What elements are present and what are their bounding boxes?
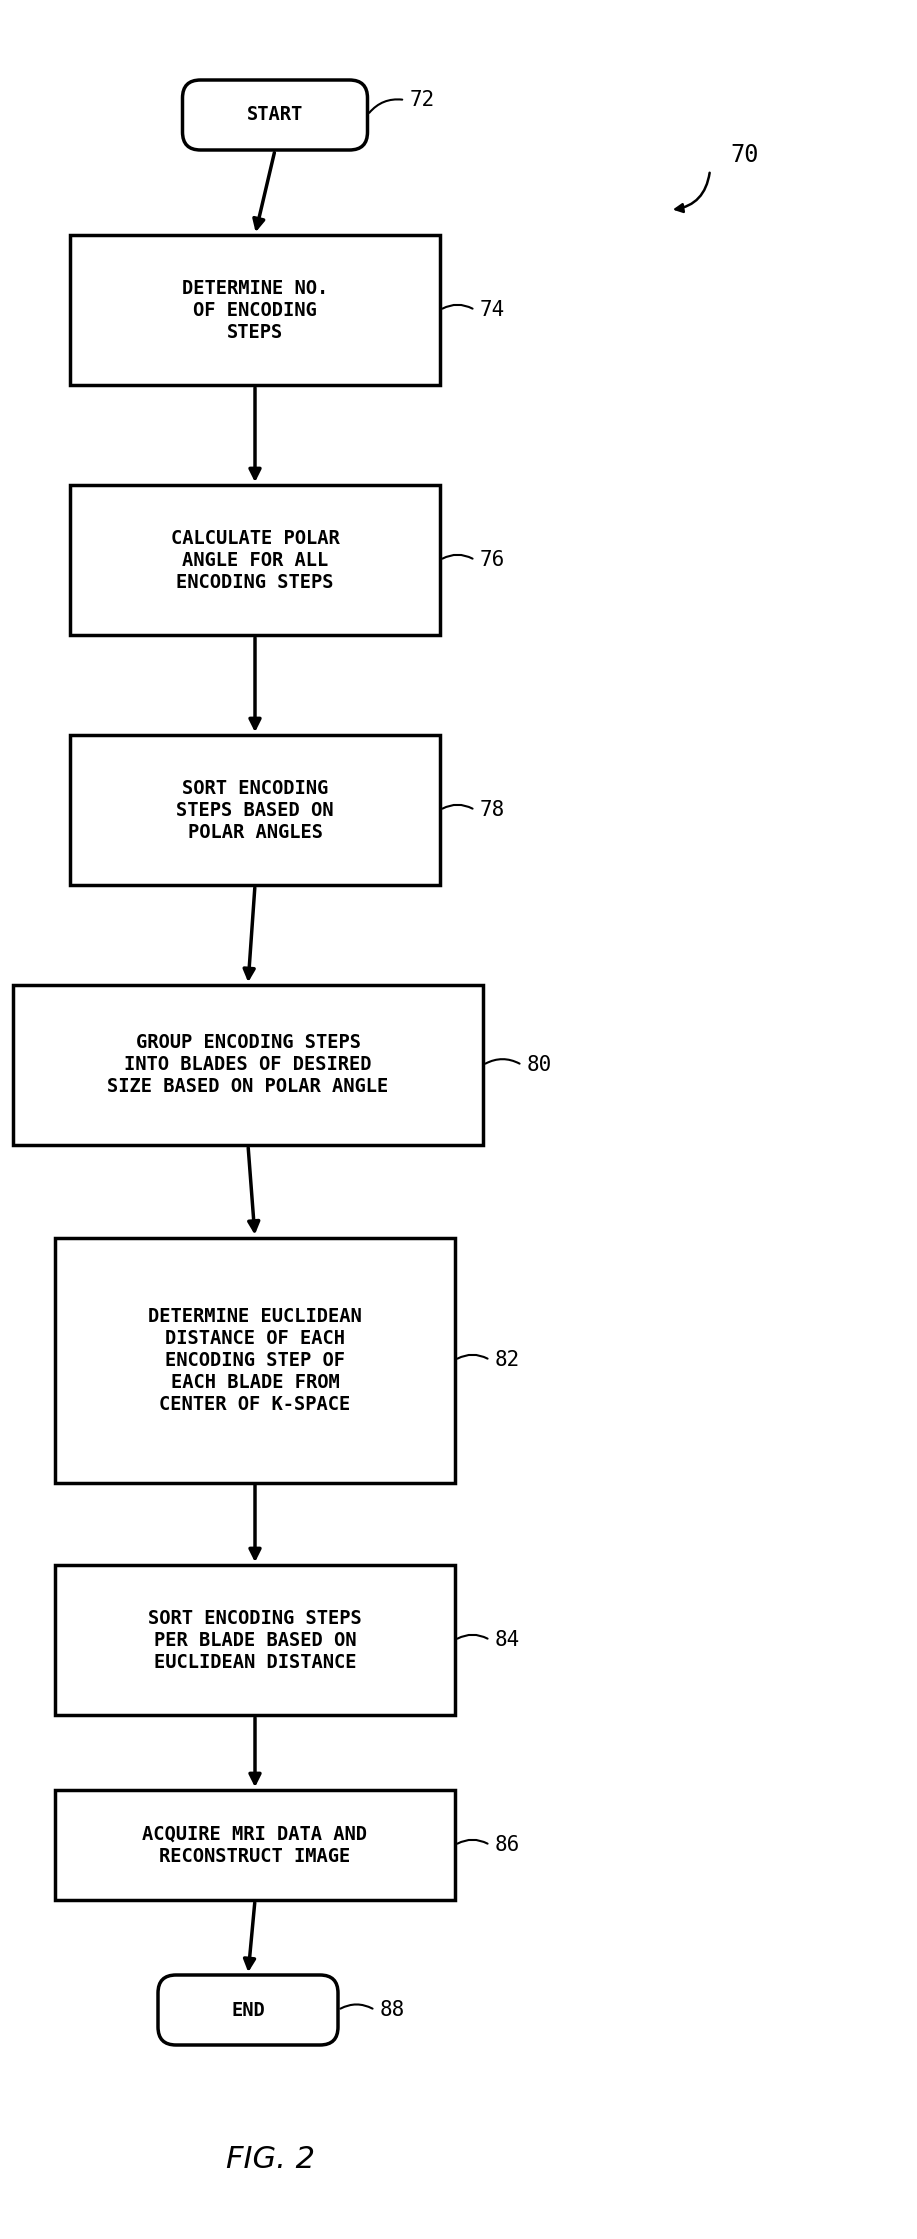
Text: 84: 84 bbox=[495, 1630, 520, 1650]
Bar bbox=[70, 235, 440, 385]
Text: FIG. 2: FIG. 2 bbox=[226, 2145, 315, 2174]
Text: SORT ENCODING STEPS
PER BLADE BASED ON
EUCLIDEAN DISTANCE: SORT ENCODING STEPS PER BLADE BASED ON E… bbox=[149, 1608, 362, 1673]
Text: SORT ENCODING
STEPS BASED ON
POLAR ANGLES: SORT ENCODING STEPS BASED ON POLAR ANGLE… bbox=[176, 779, 334, 842]
Bar bbox=[70, 486, 440, 636]
Text: END: END bbox=[231, 1999, 265, 2020]
Bar bbox=[55, 1789, 455, 1901]
Text: START: START bbox=[247, 105, 304, 125]
Text: DETERMINE EUCLIDEAN
DISTANCE OF EACH
ENCODING STEP OF
EACH BLADE FROM
CENTER OF : DETERMINE EUCLIDEAN DISTANCE OF EACH ENC… bbox=[149, 1308, 362, 1413]
Text: 76: 76 bbox=[480, 551, 505, 571]
FancyBboxPatch shape bbox=[182, 81, 368, 150]
Text: 70: 70 bbox=[730, 143, 758, 168]
Text: 88: 88 bbox=[380, 1999, 405, 2020]
Text: DETERMINE NO.
OF ENCODING
STEPS: DETERMINE NO. OF ENCODING STEPS bbox=[182, 278, 328, 343]
Text: 80: 80 bbox=[527, 1055, 552, 1075]
Text: ACQUIRE MRI DATA AND
RECONSTRUCT IMAGE: ACQUIRE MRI DATA AND RECONSTRUCT IMAGE bbox=[142, 1825, 368, 1865]
Bar bbox=[55, 1238, 455, 1482]
Text: 78: 78 bbox=[480, 799, 505, 819]
Text: CALCULATE POLAR
ANGLE FOR ALL
ENCODING STEPS: CALCULATE POLAR ANGLE FOR ALL ENCODING S… bbox=[171, 528, 339, 591]
Bar bbox=[13, 985, 483, 1144]
Text: 72: 72 bbox=[410, 90, 436, 110]
Text: GROUP ENCODING STEPS
INTO BLADES OF DESIRED
SIZE BASED ON POLAR ANGLE: GROUP ENCODING STEPS INTO BLADES OF DESI… bbox=[107, 1034, 389, 1097]
Text: 86: 86 bbox=[495, 1836, 520, 1854]
Bar bbox=[55, 1565, 455, 1715]
Text: 74: 74 bbox=[480, 300, 505, 320]
Text: 82: 82 bbox=[495, 1350, 520, 1370]
FancyBboxPatch shape bbox=[158, 1975, 338, 2044]
Bar bbox=[70, 734, 440, 884]
